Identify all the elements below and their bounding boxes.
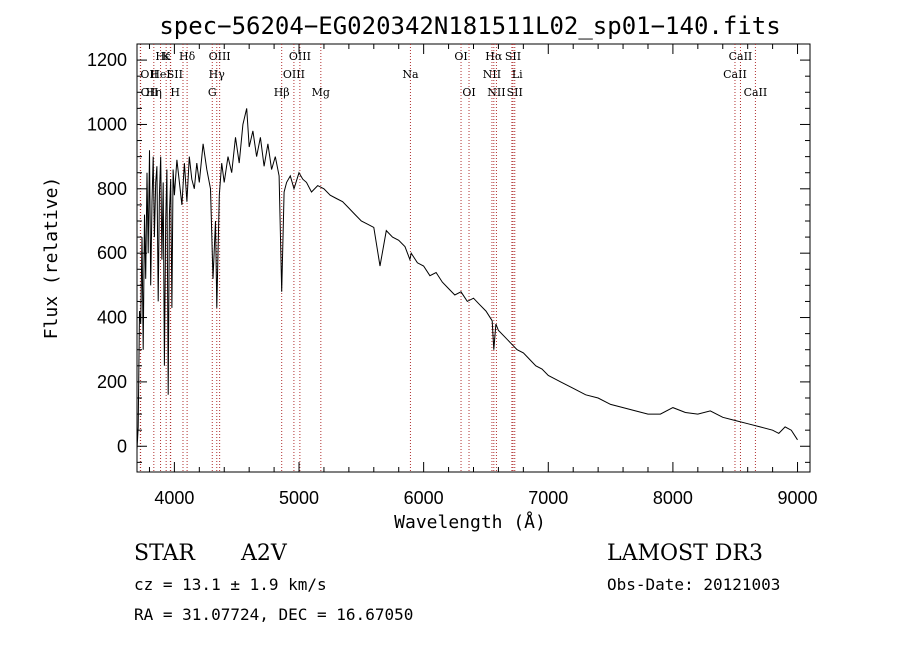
chart-title: spec−56204−EG020342N181511L02_sp01−140.f… [159,12,780,40]
x-tick-label: 9000 [778,488,818,508]
line-marker-label: G [208,86,217,99]
x-tick-label: 8000 [653,488,693,508]
y-tick-label: 1200 [87,50,127,70]
line-marker-label: SII [505,50,521,63]
obs-date: Obs-Date: 20121003 [607,575,780,594]
line-marker-label: Li [512,68,523,81]
line-marker-label: Hη [146,86,162,99]
line-marker-label: NII [483,68,501,81]
line-marker-label: CaII [723,68,747,81]
y-axis-label: Flux (relative) [41,177,62,340]
line-marker-label: SII [167,68,183,81]
survey-name: LAMOST DR3 [607,541,763,566]
spectrum-line [136,108,798,450]
line-marker-label: CaII [729,50,753,63]
y-tick-label: 400 [97,308,127,328]
line-marker-label: Na [402,68,419,81]
y-tick-label: 600 [97,243,127,263]
line-marker-label: OIII [283,68,305,81]
x-tick-label: 6000 [404,488,444,508]
y-tick-label: 0 [117,436,127,456]
line-marker-label: OIII [289,50,311,63]
line-marker-label: HeI [150,68,170,81]
line-marker-label: OIII [209,50,231,63]
line-marker-label: OI [454,50,467,63]
x-tick-label: 7000 [528,488,568,508]
line-marker-label: OI [462,86,475,99]
y-tick-label: 1000 [87,114,127,134]
line-marker-label: NII [487,86,505,99]
line-marker-label: Hα [485,50,503,63]
x-axis-label: Wavelength (Å) [394,511,546,533]
line-markers [139,44,756,472]
line-marker-label: Hδ [179,50,196,63]
line-marker-label: SII [507,86,523,99]
line-marker-label: Mg [312,86,330,99]
line-marker-label: Hε [155,50,171,63]
line-marker-label: CaII [744,86,768,99]
line-marker-label: H [170,86,180,99]
x-tick-labels: 4000 5000 6000 7000 8000 9000 [154,488,817,508]
y-tick-label: 200 [97,372,127,392]
line-marker-label: OII [140,68,158,81]
x-tick-label: 4000 [154,488,194,508]
y-tick-labels: 0 200 400 600 800 1000 1200 [87,50,127,456]
line-marker-label: K [162,50,171,63]
redshift-value: cz = 13.1 ± 1.9 km/s [134,575,327,594]
coordinates: RA = 31.07724, DEC = 16.67050 [134,605,413,624]
y-tick-label: 800 [97,179,127,199]
plot-frame [136,43,811,473]
line-marker-label: Hγ [209,68,226,81]
axis-ticks [137,43,810,472]
object-class: STAR [134,541,196,566]
line-marker-label: OII [141,86,159,99]
object-subclass: A2V [240,541,288,566]
line-marker-label: Hβ [274,86,290,99]
x-tick-label: 5000 [279,488,319,508]
